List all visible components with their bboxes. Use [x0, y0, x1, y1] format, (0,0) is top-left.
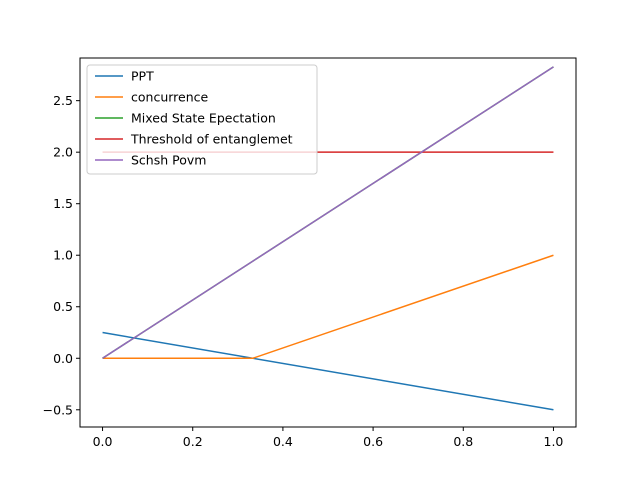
series-line-schsh-povm [102, 66, 554, 359]
x-tick-label: 0.8 [453, 434, 473, 449]
legend-label: concurrence [131, 90, 209, 105]
y-tick-label: 1.0 [53, 248, 73, 263]
legend: PPT concurrence Mixed State Epectation Thre… [86, 64, 318, 175]
x-tick-label: 0.6 [363, 434, 383, 449]
x-tick-label: 1.0 [544, 434, 564, 449]
y-axis: −0.5 0.0 0.5 1.0 1.5 2.0 2.5 [43, 93, 80, 417]
y-tick-label: 2.5 [53, 93, 73, 108]
y-tick-label: 2.0 [53, 145, 73, 160]
x-tick-label: 0.0 [93, 434, 113, 449]
y-tick-label: −0.5 [43, 402, 73, 417]
legend-label: PPT [131, 69, 154, 84]
plot-frame [79, 57, 577, 428]
legend-label: Mixed State Epectation [131, 111, 276, 126]
y-tick-label: 0.0 [53, 351, 73, 366]
legend-box [86, 64, 318, 175]
legend-label: Threshold of entanglemet [130, 132, 293, 147]
x-tick-label: 0.2 [183, 434, 203, 449]
series-line-concurrence [102, 254, 554, 360]
y-tick-label: 0.5 [53, 299, 73, 314]
x-tick-label: 0.4 [273, 434, 293, 449]
x-axis: 0.0 0.2 0.4 0.6 0.8 1.0 [93, 427, 564, 449]
series-line-ppt [102, 331, 554, 411]
y-tick-label: 1.5 [53, 196, 73, 211]
legend-label: Schsh Povm [131, 153, 206, 168]
